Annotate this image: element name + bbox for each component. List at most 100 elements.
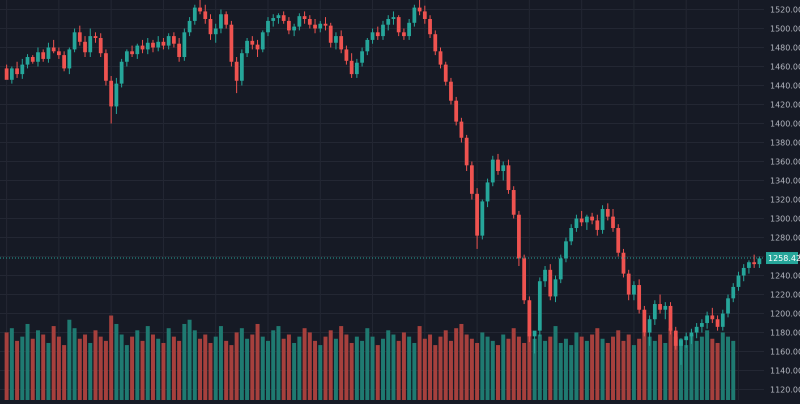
candle-body <box>239 53 244 81</box>
candle-body <box>741 267 746 276</box>
candle-body <box>287 20 291 31</box>
volume-bar <box>9 328 14 400</box>
candle-body <box>114 83 119 107</box>
candle-body <box>281 15 286 21</box>
volume-bar <box>391 334 396 400</box>
volume-bar <box>699 336 704 400</box>
candle-body <box>422 11 427 20</box>
candle-body <box>553 279 558 297</box>
candle-body <box>668 305 673 331</box>
price-tick-label: 1200.00 <box>770 310 800 319</box>
volume-bar <box>595 328 600 400</box>
candle-body <box>208 19 213 35</box>
candle-body <box>584 216 589 223</box>
volume-bar <box>370 336 375 400</box>
volume-bar <box>726 336 731 400</box>
volume-bar <box>35 330 40 400</box>
volume-bar <box>584 340 589 400</box>
candle-body <box>187 20 192 33</box>
candle-body <box>537 281 542 331</box>
candle-body <box>673 330 678 346</box>
volume-bar <box>328 330 333 400</box>
candle-body <box>77 32 82 42</box>
volume-bar <box>616 330 621 400</box>
volume-bar <box>386 330 391 400</box>
candle-body <box>72 32 77 50</box>
volume-bar <box>286 334 291 400</box>
candle-body <box>485 182 490 202</box>
volume-bar <box>266 340 270 400</box>
volume-bar <box>365 328 370 400</box>
volume-bar <box>401 332 406 400</box>
volume-bar <box>490 340 495 400</box>
candle-body <box>334 36 338 43</box>
candle-body <box>224 14 229 25</box>
volume-bar <box>150 334 155 400</box>
volume-bar <box>684 345 689 400</box>
price-tick-label: 1420.00 <box>770 101 800 110</box>
volume-bar <box>689 334 694 400</box>
volume-bar <box>276 326 281 400</box>
price-tick-label: 1240.00 <box>770 272 800 281</box>
candle-body <box>720 313 725 327</box>
volume-bar <box>433 345 438 400</box>
volume-bar <box>161 342 166 400</box>
volume-bar <box>668 328 673 400</box>
volume-bar <box>203 334 208 400</box>
volume-bar <box>313 340 318 400</box>
volume-bar <box>605 342 610 400</box>
volume-bar <box>229 345 234 400</box>
price-tick-label: 1280.00 <box>770 234 800 243</box>
candle-body <box>219 14 223 29</box>
candle-body <box>710 315 715 320</box>
volume-bar <box>187 319 192 400</box>
candle-body <box>104 53 108 81</box>
candle-body <box>616 228 621 253</box>
candle-body <box>323 23 328 26</box>
candle-body <box>428 19 432 35</box>
volume-bar <box>25 323 30 400</box>
candle-body <box>689 332 694 337</box>
volume-bar <box>103 340 108 400</box>
candle-body <box>506 165 511 191</box>
volume-bar <box>532 338 537 400</box>
volume-bar <box>569 345 574 400</box>
candle-body <box>349 60 354 75</box>
volume-bar <box>563 338 568 400</box>
candle-body <box>600 209 605 230</box>
candle-body <box>98 38 103 54</box>
last-price-marker: 1258.42 <box>0 252 800 265</box>
price-axis[interactable]: 1120.00 1140.00 1160.00 1180.00 1200.00 1220.… <box>770 6 800 395</box>
candle-body <box>229 24 234 62</box>
volume-bar <box>448 340 453 400</box>
candle-body <box>658 304 662 310</box>
price-tick-label: 1480.00 <box>770 44 800 53</box>
candle-body <box>177 43 182 58</box>
price-tick-label: 1160.00 <box>770 348 800 357</box>
volume-bar <box>548 336 553 400</box>
volume-bar <box>46 342 51 400</box>
candle-body <box>354 62 359 75</box>
volume-bar <box>469 338 474 400</box>
price-tick-label: 1520.00 <box>770 6 800 15</box>
candle-body <box>266 20 270 33</box>
volume-bar <box>459 323 464 400</box>
candle-body <box>527 300 532 337</box>
candle-body <box>391 17 396 20</box>
candle-body <box>736 275 741 287</box>
volume-bar <box>93 330 98 400</box>
candle-body <box>726 298 730 314</box>
candle-body <box>480 201 485 236</box>
candle-body <box>574 218 579 229</box>
price-tick-label: 1500.00 <box>770 25 800 34</box>
candle-body <box>119 61 124 84</box>
volume-bar <box>292 342 297 400</box>
candle-body <box>365 39 370 52</box>
candle-body <box>182 32 187 58</box>
volume-bar <box>621 340 626 400</box>
candle-body <box>271 18 276 21</box>
candle-body <box>213 28 218 35</box>
candle-body <box>51 47 56 52</box>
